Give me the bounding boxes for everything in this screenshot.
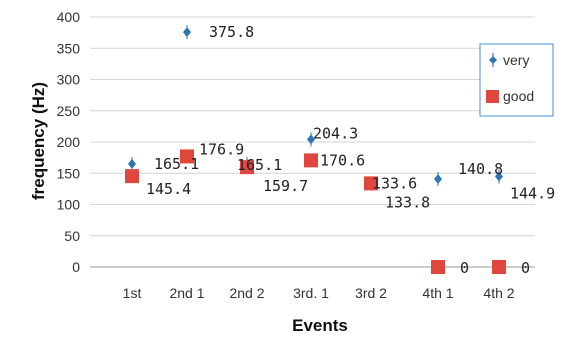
good-point xyxy=(125,169,139,184)
y-tick-label: 150 xyxy=(57,165,81,181)
good-point xyxy=(364,176,378,191)
legend-label-good: good xyxy=(503,88,534,104)
data-labels: 165.1 375.8 165.1 204.3 133.6 140.8 144.9 145.4… xyxy=(146,23,555,277)
x-tick-label: 4th 1 xyxy=(422,285,453,301)
very-data-label: 140.8 xyxy=(458,160,503,178)
x-tick-label: 1st xyxy=(123,285,142,301)
good-data-label: 133.8 xyxy=(385,193,430,211)
good-point xyxy=(492,260,506,274)
x-tick-label: 2nd 1 xyxy=(169,285,204,301)
very-data-label: 165.1 xyxy=(237,156,282,174)
good-point xyxy=(304,153,318,168)
very-data-label: 204.3 xyxy=(313,124,358,142)
x-tick-label: 2nd 2 xyxy=(229,285,264,301)
good-point xyxy=(431,260,445,274)
very-data-label: 165.1 xyxy=(154,155,199,173)
very-data-label: 144.9 xyxy=(510,184,555,202)
legend-marker-good xyxy=(486,90,499,103)
x-axis-ticks: 1st 2nd 1 2nd 2 3rd. 1 3rd 2 4th 1 4th 2 xyxy=(123,285,515,301)
good-data-label: 0 xyxy=(521,259,530,277)
x-tick-label: 3rd. 1 xyxy=(293,285,329,301)
y-axis-ticks: 0 50 100 150 200 250 300 350 400 xyxy=(57,9,81,275)
very-data-label: 133.6 xyxy=(372,175,417,193)
y-tick-label: 0 xyxy=(72,259,80,275)
x-tick-label: 3rd 2 xyxy=(355,285,387,301)
good-data-label: 176.9 xyxy=(199,140,244,158)
legend-label-very: very xyxy=(503,52,529,68)
x-tick-label: 4th 2 xyxy=(483,285,514,301)
good-point xyxy=(180,149,194,164)
x-axis-title: Events xyxy=(292,316,348,335)
y-tick-label: 200 xyxy=(57,134,81,150)
y-tick-label: 400 xyxy=(57,9,81,25)
y-tick-label: 350 xyxy=(57,40,81,56)
y-tick-label: 300 xyxy=(57,72,81,88)
y-tick-label: 50 xyxy=(64,228,80,244)
legend-box xyxy=(479,43,554,117)
y-axis-title: frequency (Hz) xyxy=(29,82,48,200)
good-point xyxy=(240,160,254,175)
y-tick-label: 250 xyxy=(57,103,81,119)
data-points xyxy=(125,25,506,274)
good-data-label: 0 xyxy=(460,259,469,277)
y-tick-label: 100 xyxy=(57,197,81,213)
good-data-label: 159.7 xyxy=(263,177,308,195)
good-data-label: 145.4 xyxy=(146,180,191,198)
very-data-label: 375.8 xyxy=(209,23,254,41)
good-data-label: 170.6 xyxy=(320,151,365,169)
legend: very good xyxy=(479,43,554,117)
